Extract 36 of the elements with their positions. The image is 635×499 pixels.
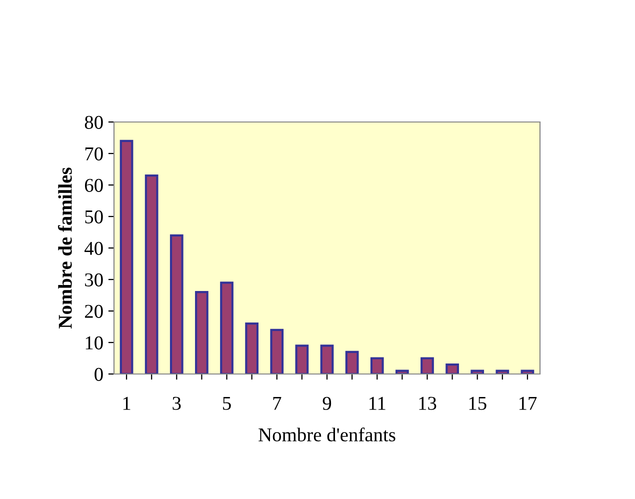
y-tick-label: 30 <box>85 273 103 286</box>
y-tick-label: 40 <box>84 242 103 255</box>
y-tick-label: 50 <box>85 210 103 224</box>
x-axis-title: Nombre d'enfants <box>258 428 396 442</box>
x-tick-label: 9 <box>322 396 332 410</box>
x-tick-label: 13 <box>419 396 436 410</box>
y-tick-label: 60 <box>84 178 103 192</box>
x-tick-label: 7 <box>273 396 282 410</box>
y-tick-label: 10 <box>86 336 103 350</box>
bar <box>245 322 259 374</box>
bar <box>370 357 384 374</box>
x-tick-label: 15 <box>469 396 486 410</box>
y-tick-label: 80 <box>84 116 103 129</box>
bar <box>320 344 334 374</box>
bar <box>395 370 409 374</box>
x-tick-label: 5 <box>223 396 231 410</box>
bar <box>420 357 434 374</box>
y-axis-title: Nombre de familles <box>58 168 72 328</box>
x-tick-label: 1 <box>123 396 130 410</box>
bar <box>446 364 459 374</box>
y-tick-label: 20 <box>84 304 103 318</box>
bar <box>496 370 510 374</box>
x-tick-label: 11 <box>369 396 386 410</box>
y-tick-label: 70 <box>85 147 103 160</box>
bar <box>270 328 284 374</box>
bar <box>144 174 158 374</box>
x-tick-label: 3 <box>172 396 181 410</box>
y-tick-label: 0 <box>94 368 103 381</box>
bar <box>220 282 234 374</box>
bar <box>170 234 184 374</box>
bar <box>120 140 134 374</box>
bar <box>195 291 208 374</box>
bar <box>345 350 359 374</box>
x-tick-label: 17 <box>519 396 537 410</box>
bar <box>295 344 309 374</box>
bar <box>470 370 484 374</box>
